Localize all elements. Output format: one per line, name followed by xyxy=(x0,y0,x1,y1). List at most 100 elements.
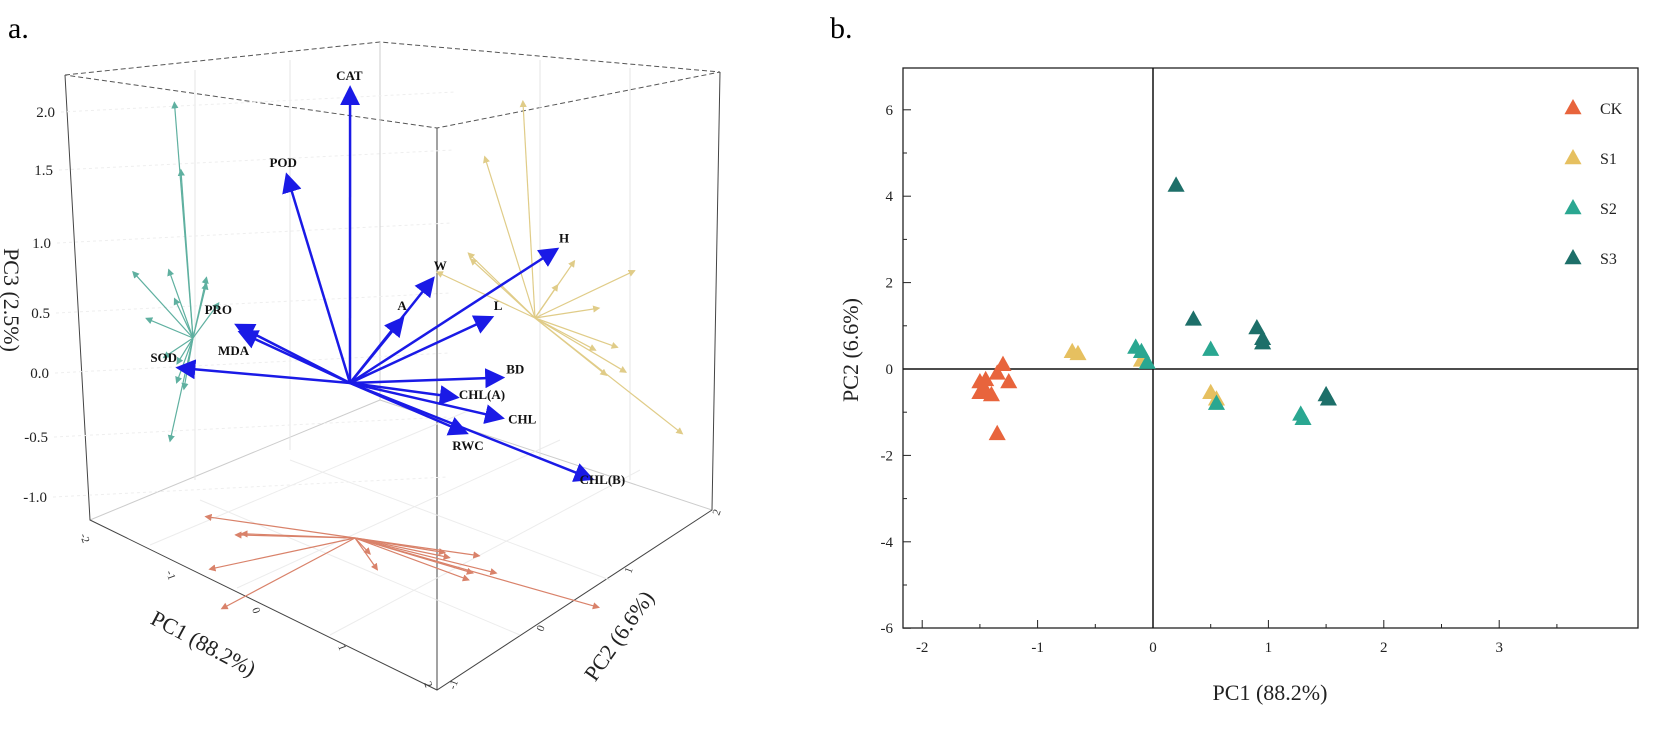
y-tick-label: -2 xyxy=(881,448,894,464)
pc3-tick-label: -0.5 xyxy=(24,430,48,446)
loading-label: CHL(B) xyxy=(580,472,626,487)
pc2-tick-label: 2 xyxy=(711,508,724,517)
3d-box xyxy=(64,41,721,691)
projection-arrow-pc1-pc3 xyxy=(534,283,559,319)
projection-arrow-pc2-pc3 xyxy=(167,268,194,339)
pc2-axis-ticks: -1 0 1 2 xyxy=(447,508,724,691)
projection-arrow-pc1-pc2 xyxy=(354,537,600,610)
panel-a-label: a. xyxy=(8,12,29,45)
pc1-tick-label: 0 xyxy=(249,606,262,616)
legend-label: S2 xyxy=(1600,201,1617,218)
projection-arrow-pc1-pc2 xyxy=(208,537,356,572)
projection-arrow-pc1-pc2 xyxy=(204,513,356,539)
projection-arrow-pc1-pc2 xyxy=(354,537,371,555)
scatter-points xyxy=(971,176,1337,441)
loading-arrow-pod xyxy=(282,172,352,384)
legend: CK S1 S2 S3 xyxy=(1564,99,1623,268)
loading-arrow-l xyxy=(349,315,495,385)
point-s2 xyxy=(1294,409,1312,425)
projection-arrow-pc1-pc2 xyxy=(240,530,356,539)
loading-arrow-mda xyxy=(237,330,351,385)
projection-arrow-pc2-pc3 xyxy=(145,317,194,339)
legend-label: S1 xyxy=(1600,151,1617,168)
loading-arrow-bd xyxy=(349,368,506,389)
gridline xyxy=(58,149,454,171)
pc3-tick-label: 2.0 xyxy=(36,105,55,121)
projection-arrow-pc1-pc3 xyxy=(534,317,684,435)
gridline xyxy=(55,292,451,314)
pc1-axis-label: PC1 (88.2%) xyxy=(147,605,260,681)
projection-arrow-pc2-pc3 xyxy=(177,168,194,339)
projection-arrow-pc1-pc3 xyxy=(534,317,619,349)
gridline xyxy=(52,476,448,498)
x-tick-label: 0 xyxy=(1149,640,1157,656)
legend-marker-s3 xyxy=(1564,249,1582,265)
projection-arrow-pc1-pc3 xyxy=(534,317,628,373)
legend-label: CK xyxy=(1600,101,1623,118)
loading-label: CAT xyxy=(336,68,363,83)
gridline xyxy=(53,416,449,438)
point-ck xyxy=(988,424,1006,441)
point-ck xyxy=(977,370,995,387)
y-tick-label: -4 xyxy=(881,535,894,551)
pc1-tick-label: -1 xyxy=(163,569,177,582)
plot-frame xyxy=(902,67,1639,629)
x-tick-label: -1 xyxy=(1031,640,1044,656)
projection-arrow-pc1-pc2 xyxy=(354,537,470,582)
pc1-axis-ticks: -2 -1 0 1 2 xyxy=(77,532,434,689)
y-tick-label: 6 xyxy=(886,103,894,119)
y-axis-label: PC2 (6.6%) xyxy=(838,298,863,402)
legend-marker-s1 xyxy=(1564,149,1582,165)
pc2-tick-label: -1 xyxy=(447,678,461,691)
projection-arrow-pc1-pc2 xyxy=(354,537,481,559)
pc2-tick-label: 0 xyxy=(535,623,548,633)
legend-label: S3 xyxy=(1600,251,1617,268)
loading-label: CHL(A) xyxy=(459,387,505,402)
projection-arrow-pc2-pc3 xyxy=(192,302,220,339)
x-tick-label: -2 xyxy=(916,640,929,656)
pc3-axis-label: PC3 (2.5%) xyxy=(0,248,24,352)
projection-arrow-pc1-pc2 xyxy=(354,537,451,560)
zero-lines xyxy=(903,68,1638,628)
pc3-axis-ticks: 2.0 1.5 1.0 0.5 0.0 -0.5 -1.0 xyxy=(23,91,456,506)
projection-arrow-pc1-pc3 xyxy=(483,155,536,319)
pc2-axis-label: PC2 (6.6%) xyxy=(579,586,659,685)
point-ck xyxy=(1000,372,1018,389)
panel-b-label: b. xyxy=(830,12,853,45)
gridline xyxy=(56,222,452,244)
point-s2 xyxy=(1138,353,1156,369)
loading-label: RWC xyxy=(452,438,483,453)
x-tick-label: 2 xyxy=(1380,640,1388,656)
legend-marker-s2 xyxy=(1564,199,1582,215)
loading-label: PRO xyxy=(205,302,232,317)
projection-arrow-pc2-pc3 xyxy=(173,297,194,339)
loading-label: CHL xyxy=(508,412,536,427)
loading-label: A xyxy=(397,298,407,313)
pc1-tick-label: -2 xyxy=(77,532,91,545)
loading-arrow-chl(a) xyxy=(349,381,460,406)
loading-label: MDA xyxy=(218,343,250,358)
point-s3 xyxy=(1254,334,1272,350)
x-tick-label: 1 xyxy=(1265,640,1273,656)
loading-label: L xyxy=(494,298,503,313)
panel-a: a. 2.0 1.5 1.0 0.5 0.0 -0.5 -1.0 PC3 (2.5%) -2… xyxy=(0,12,724,691)
projection-arrow-pc2-pc3 xyxy=(162,337,194,359)
point-ck xyxy=(988,364,1006,380)
scatter-ticks: -2 -1 0 1 2 3 -6 -4 -2 0 2 4 6 xyxy=(881,103,1558,656)
loading-arrow-h xyxy=(349,247,560,385)
projection-arrow-pc2-pc3 xyxy=(192,282,209,339)
gridline xyxy=(60,91,456,113)
loading-arrow-chl xyxy=(349,381,505,424)
point-s2 xyxy=(1202,340,1220,356)
loading-arrow-sod xyxy=(175,359,351,385)
loading-label: POD xyxy=(269,155,296,170)
legend-marker-ck xyxy=(1564,99,1582,115)
wall-projections xyxy=(132,99,684,610)
y-tick-label: 4 xyxy=(886,189,894,205)
projection-arrow-pc2-pc3 xyxy=(167,337,194,443)
projection-arrow-pc1-pc3 xyxy=(469,258,536,319)
pc3-tick-label: 0.0 xyxy=(30,366,49,382)
point-s2 xyxy=(1207,394,1226,410)
